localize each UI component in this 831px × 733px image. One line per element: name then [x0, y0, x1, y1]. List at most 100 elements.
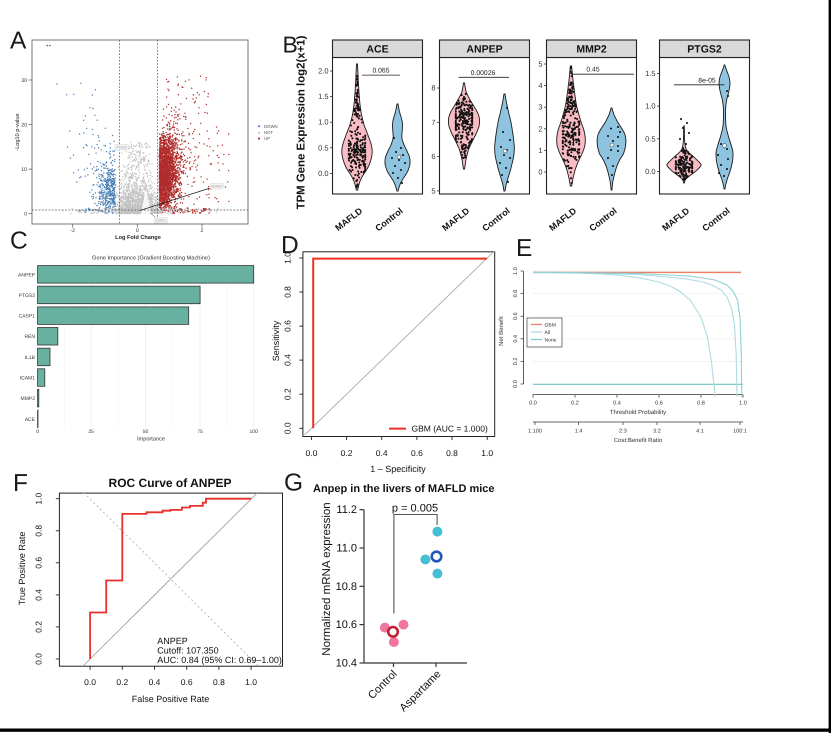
svg-text:0.6: 0.6: [513, 312, 519, 320]
svg-text:25: 25: [88, 429, 94, 435]
svg-text:PTGS2: PTGS2: [687, 44, 722, 56]
svg-text:0.6: 0.6: [34, 557, 44, 569]
svg-text:0.8: 0.8: [283, 286, 293, 298]
svg-text:0.45: 0.45: [586, 67, 599, 74]
svg-text:Gene Importance (Gradient Boos: Gene Importance (Gradient Boosting Machi…: [92, 255, 210, 262]
svg-text:0.8: 0.8: [513, 290, 519, 298]
svg-text:PTGS2: PTGS2: [19, 293, 36, 299]
svg-text:None: None: [545, 337, 557, 343]
svg-text:DOWN: DOWN: [264, 124, 278, 129]
svg-text:0.0: 0.0: [529, 401, 537, 407]
svg-text:ANPEP: ANPEP: [211, 185, 222, 189]
svg-text:0.0: 0.0: [645, 167, 655, 176]
svg-text:0.6: 0.6: [283, 320, 293, 332]
svg-text:0.6: 0.6: [411, 448, 423, 458]
svg-text:20: 20: [21, 122, 27, 128]
svg-text:0.0: 0.0: [305, 448, 317, 458]
svg-text:0.2: 0.2: [116, 677, 128, 687]
svg-text:0.6: 0.6: [181, 677, 193, 687]
svg-text:0.5: 0.5: [318, 143, 328, 152]
svg-text:ANPEP: ANPEP: [466, 44, 502, 56]
svg-text:0.4: 0.4: [513, 335, 519, 343]
svg-text:4:1: 4:1: [696, 429, 704, 435]
svg-text:1:100: 1:100: [528, 429, 542, 435]
svg-text:1.0: 1.0: [739, 401, 747, 407]
svg-text:0.065: 0.065: [372, 68, 389, 75]
svg-text:B: B: [283, 32, 298, 58]
svg-text:1.0: 1.0: [481, 448, 493, 458]
svg-text:0.2: 0.2: [513, 358, 519, 366]
svg-text:0.2: 0.2: [283, 388, 293, 400]
svg-text:8e-05: 8e-05: [698, 77, 716, 84]
svg-text:10.4: 10.4: [336, 658, 357, 670]
svg-text:Cost:Benefit Ratio: Cost:Benefit Ratio: [614, 437, 663, 444]
svg-text:TPM Gene Expression log2(x+1): TPM Gene Expression log2(x+1): [296, 35, 308, 209]
svg-text:ANPEP: ANPEP: [18, 272, 36, 278]
svg-text:0.4: 0.4: [34, 589, 44, 601]
svg-text:0.6: 0.6: [655, 401, 663, 407]
svg-text:F: F: [13, 470, 28, 497]
svg-text:AUC: 0.84 (95% CI: 0.69–1.00): AUC: 0.84 (95% CI: 0.69–1.00): [157, 655, 282, 665]
svg-text:1.0: 1.0: [34, 493, 44, 505]
svg-text:2: 2: [201, 228, 204, 234]
svg-text:0.00026: 0.00026: [471, 70, 496, 77]
svg-text:Sensitivity: Sensitivity: [271, 320, 281, 361]
svg-text:1 – Specificity: 1 – Specificity: [370, 464, 426, 474]
svg-text:0.0: 0.0: [283, 422, 293, 434]
svg-text:0.8: 0.8: [213, 677, 225, 687]
svg-text:3:2: 3:2: [653, 429, 661, 435]
svg-text:10.6: 10.6: [336, 619, 357, 631]
svg-text:UP: UP: [264, 136, 270, 141]
svg-text:30: 30: [21, 78, 27, 84]
svg-text:1.5: 1.5: [645, 69, 655, 78]
svg-text:Cutoff: 107.350: Cutoff: 107.350: [157, 646, 218, 656]
svg-text:Anpep in the livers of MAFLD m: Anpep in the livers of MAFLD mice: [313, 483, 495, 495]
svg-text:ACE: ACE: [366, 44, 388, 56]
svg-text:2:3: 2:3: [619, 429, 627, 435]
svg-text:5: 5: [431, 186, 435, 195]
svg-text:1.0: 1.0: [318, 118, 328, 127]
svg-text:1.0: 1.0: [283, 252, 293, 264]
svg-text:1.0: 1.0: [513, 267, 519, 275]
svg-text:0.2: 0.2: [341, 448, 353, 458]
svg-text:8: 8: [431, 84, 435, 93]
svg-text:4: 4: [538, 81, 542, 90]
svg-text:0.4: 0.4: [149, 677, 161, 687]
svg-text:0.0: 0.0: [34, 653, 44, 665]
svg-text:-2: -2: [70, 228, 75, 234]
svg-text:p = 0.005: p = 0.005: [392, 503, 438, 515]
svg-text:0.8: 0.8: [446, 448, 458, 458]
svg-text:C: C: [10, 228, 28, 255]
svg-text:All: All: [545, 330, 551, 336]
svg-text:REN: REN: [24, 334, 35, 340]
svg-text:0.2: 0.2: [571, 401, 579, 407]
svg-text:ACE: ACE: [25, 417, 36, 423]
svg-text:D: D: [281, 232, 299, 259]
svg-text:PTGS2: PTGS2: [116, 146, 127, 150]
svg-text:Net Benefit: Net Benefit: [498, 316, 505, 346]
svg-text:3: 3: [538, 103, 542, 112]
svg-text:Log Fold Change: Log Fold Change: [115, 234, 161, 241]
svg-text:CASP1: CASP1: [155, 219, 166, 223]
svg-text:Threshold Probability: Threshold Probability: [610, 409, 666, 416]
svg-text:0.5: 0.5: [645, 134, 655, 143]
svg-text:1.0: 1.0: [645, 102, 655, 111]
svg-text:1.5: 1.5: [318, 92, 328, 101]
svg-text:1.0: 1.0: [245, 677, 257, 687]
svg-text:100: 100: [250, 429, 259, 435]
svg-text:ICAM1: ICAM1: [20, 376, 36, 382]
svg-text:10.8: 10.8: [336, 581, 357, 593]
svg-text:10: 10: [21, 167, 27, 173]
svg-text:ANPEP: ANPEP: [157, 636, 188, 646]
svg-text:0: 0: [24, 212, 27, 218]
svg-text:0.4: 0.4: [613, 401, 621, 407]
svg-text:G: G: [284, 470, 303, 497]
svg-text:7: 7: [431, 118, 435, 127]
svg-text:2: 2: [538, 124, 542, 133]
svg-text:IL1B: IL1B: [25, 355, 36, 361]
svg-text:5: 5: [538, 60, 542, 69]
svg-text:50: 50: [143, 429, 149, 435]
svg-text:MMP2: MMP2: [21, 396, 36, 402]
svg-text:CASP1: CASP1: [19, 314, 36, 320]
svg-text:E: E: [516, 235, 532, 262]
